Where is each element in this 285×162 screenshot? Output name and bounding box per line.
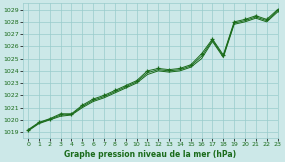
X-axis label: Graphe pression niveau de la mer (hPa): Graphe pression niveau de la mer (hPa) [64,150,236,159]
